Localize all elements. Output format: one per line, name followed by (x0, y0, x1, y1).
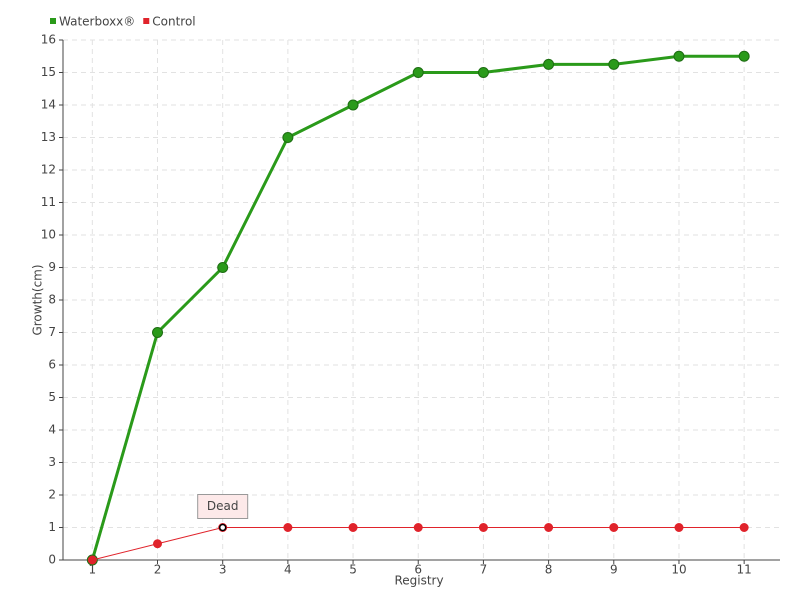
data-point (283, 523, 293, 532)
annotation-marker (218, 523, 227, 532)
annotation-text: Dead (207, 499, 239, 513)
legend-swatch (50, 18, 56, 24)
data-point (412, 67, 424, 78)
data-point (478, 523, 488, 532)
y-tick-label: 13 (41, 130, 56, 144)
data-point (674, 523, 684, 532)
y-tick-label: 6 (48, 358, 56, 372)
x-tick-label: 3 (219, 563, 227, 577)
x-tick-label: 4 (284, 563, 292, 577)
data-point (739, 523, 749, 532)
y-tick-label: 12 (41, 163, 56, 177)
data-point (738, 50, 750, 62)
legend-label: Control (152, 15, 195, 29)
y-tick-label: 2 (48, 488, 56, 502)
y-tick-label: 9 (48, 260, 56, 274)
x-tick-label: 10 (671, 563, 686, 577)
data-point (87, 555, 97, 565)
data-point (152, 327, 164, 338)
data-point (348, 523, 358, 532)
data-point (153, 539, 163, 549)
y-tick-label: 15 (41, 65, 56, 79)
data-point (673, 50, 685, 62)
y-tick-label: 3 (48, 455, 56, 469)
x-tick-label: 6 (414, 563, 422, 577)
x-tick-label: 9 (610, 563, 618, 577)
x-tick-label: 11 (737, 563, 752, 577)
y-tick-label: 1 (48, 520, 56, 534)
x-tick-label: 2 (154, 563, 162, 577)
data-point (544, 523, 554, 532)
y-tick-label: 8 (48, 293, 56, 307)
y-tick-label: 14 (41, 98, 56, 112)
y-tick-label: 7 (48, 325, 56, 339)
annotation-box (197, 494, 249, 519)
x-tick-label: 5 (349, 563, 357, 577)
y-tick-label: 4 (48, 423, 56, 437)
legend: Waterboxx® Control (50, 15, 196, 29)
data-point (543, 58, 555, 70)
y-axis-label: Growth(cm) (31, 264, 45, 335)
data-point (477, 67, 489, 78)
y-tick-label: 10 (41, 228, 56, 242)
data-point (347, 99, 359, 111)
y-tick-label: 0 (48, 553, 56, 567)
data-point (282, 132, 294, 143)
data-point (217, 262, 229, 273)
x-tick-label: 7 (480, 563, 488, 577)
y-tick-label: 16 (41, 33, 56, 47)
y-tick-label: 11 (41, 195, 56, 209)
data-point (608, 58, 620, 70)
data-point (609, 523, 619, 532)
data-point (413, 523, 423, 532)
x-axis-label: Registry (394, 574, 443, 588)
x-tick-label: 1 (89, 563, 97, 577)
legend-swatch (143, 18, 150, 24)
legend-label: Waterboxx® (59, 15, 135, 29)
x-tick-label: 8 (545, 563, 553, 577)
y-tick-label: 5 (48, 390, 56, 404)
